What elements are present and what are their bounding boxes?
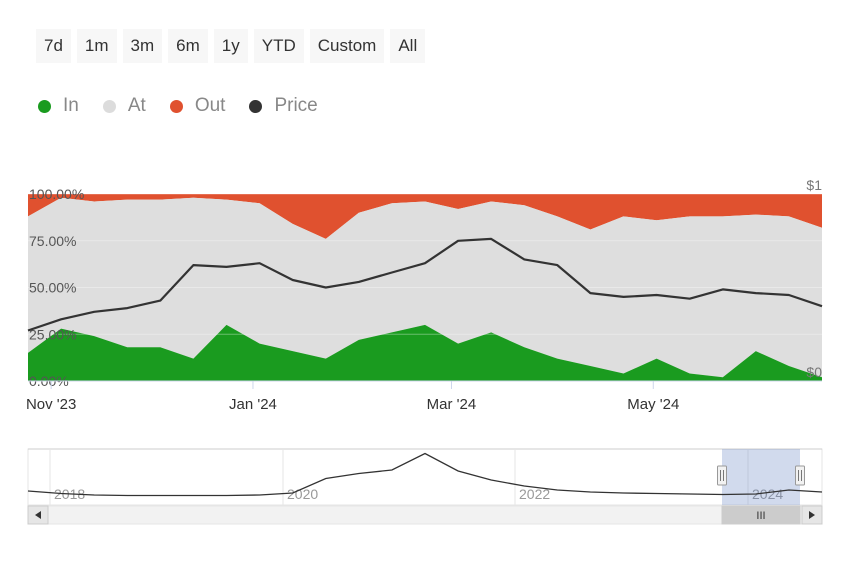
navigator-year-label: 2020 [287,486,318,502]
range-7d-button[interactable]: 7d [36,29,71,63]
legend-label-out: Out [194,95,226,116]
legend-dot-in [38,99,51,113]
area-out [28,194,822,239]
y-tick-label: 75.00% [29,233,76,249]
y-tick-label: 25.00% [29,326,76,342]
x-tick-label: May '24 [627,396,679,413]
range-1m-button[interactable]: 1m [76,29,117,63]
scrollbar-thumb[interactable]: III [721,505,801,525]
price-line [27,237,823,332]
chevron-left-icon [35,511,41,519]
range-3m-button[interactable]: 3m [122,29,163,63]
navigator-right-handle[interactable] [795,465,805,486]
scroll-right-button[interactable] [801,505,823,525]
x-tick-label: Jan '24 [229,396,277,413]
legend-dot-at [102,99,116,113]
navigator-background [27,448,823,506]
legend-item-in[interactable]: In [38,95,79,117]
area-at [28,197,822,378]
legend-item-at[interactable]: At [102,95,146,117]
range-selector: 7d 1m 3m 6m 1y YTD Custom All [36,29,426,63]
y-tick-label: 100.00% [29,186,84,202]
legend-label-at: At [127,95,146,116]
y-tick-label: 50.00% [29,280,76,296]
legend-label-price: Price [274,95,318,116]
navigator-year-label: 2024 [752,486,783,502]
legend: In At Out Price [38,95,318,117]
range-ytd-button[interactable]: YTD [253,29,304,63]
x-tick-label: Nov '23 [26,396,76,413]
range-custom-button[interactable]: Custom [309,29,385,63]
handle-body[interactable] [717,465,727,486]
scrollbar-thumb-label: III [756,510,765,522]
price-axis-min-label: $0 [806,364,822,380]
navigator-selected-range[interactable] [722,449,800,505]
range-1y-button[interactable]: 1y [213,29,248,63]
navigator-price-line [27,452,823,497]
legend-item-out[interactable]: Out [169,95,226,117]
range-all-button[interactable]: All [390,29,426,63]
chevron-right-icon [809,511,815,519]
area-in [28,324,822,381]
range-6m-button[interactable]: 6m [168,29,208,63]
legend-dot-out [169,99,183,113]
price-axis-max-label: $1 [806,177,822,193]
scroll-left-button[interactable] [27,505,49,525]
legend-item-price[interactable]: Price [249,95,318,117]
navigator-year-label: 2022 [519,486,550,502]
legend-dot-price [249,99,263,113]
navigator-left-handle[interactable] [717,465,727,486]
handle-body[interactable] [795,465,805,486]
x-tick-label: Mar '24 [427,396,477,413]
scrollbar-track[interactable] [27,505,823,525]
scrollbar-thumb-body[interactable] [721,505,801,525]
legend-label-in: In [63,95,79,116]
